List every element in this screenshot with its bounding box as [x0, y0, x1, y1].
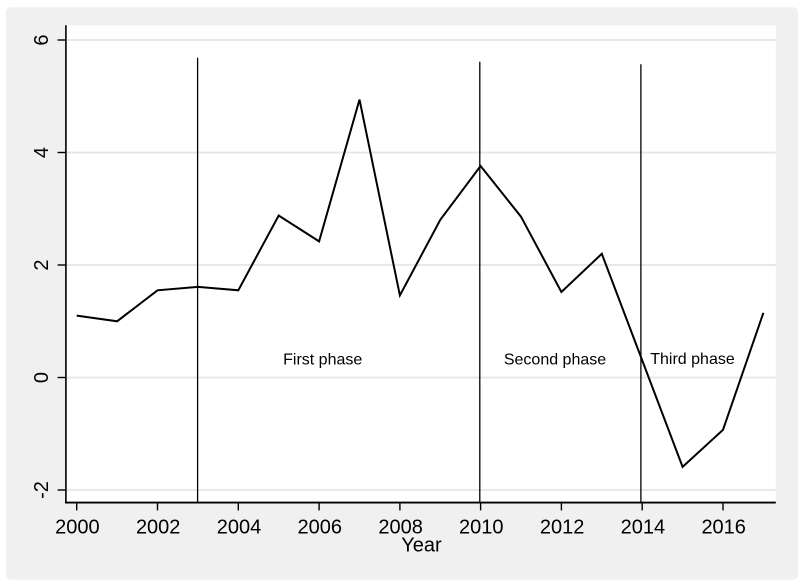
svg-text:2000: 2000 — [55, 516, 100, 538]
svg-text:2006: 2006 — [298, 516, 343, 538]
svg-text:2010: 2010 — [459, 516, 504, 538]
svg-text:Year: Year — [401, 534, 442, 556]
svg-text:Second phase: Second phase — [504, 352, 606, 369]
svg-text:First phase: First phase — [283, 352, 362, 369]
svg-text:2002: 2002 — [136, 516, 181, 538]
svg-text:2004: 2004 — [217, 516, 262, 538]
svg-text:2014: 2014 — [621, 516, 666, 538]
svg-text:2012: 2012 — [540, 516, 585, 538]
svg-text:4: 4 — [31, 147, 53, 158]
svg-text:0: 0 — [31, 372, 53, 383]
svg-text:2: 2 — [31, 259, 53, 270]
svg-text:2016: 2016 — [701, 516, 746, 538]
svg-text:6: 6 — [31, 34, 53, 45]
svg-text:Third phase: Third phase — [650, 351, 735, 368]
svg-text:2008: 2008 — [378, 516, 423, 538]
svg-text:-2: -2 — [31, 481, 53, 499]
